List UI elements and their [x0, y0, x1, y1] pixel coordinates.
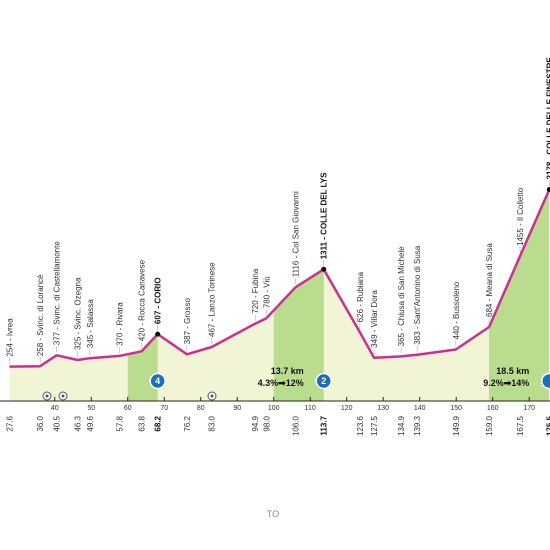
climb-badge: [315, 372, 332, 390]
km-label: 57.8: [116, 415, 125, 431]
point-label: 1116 - Col San Giovanni: [292, 191, 301, 277]
km-label: 139.3: [413, 415, 422, 436]
route-icon-dot: [45, 394, 49, 398]
route-icon-dot: [61, 394, 65, 398]
climb-area: [273, 269, 324, 401]
climb-badge: [149, 372, 166, 390]
km-label: 94.9: [251, 415, 260, 431]
km-label: 83.0: [208, 415, 217, 431]
point-label: 377 - Svinc. di Castellamonte: [53, 241, 62, 346]
point-label: 684 - Meana di Susa: [485, 243, 494, 317]
km-label: 46.3: [74, 415, 83, 431]
km-label: 167.5: [516, 415, 525, 436]
climb-gradient: 9.2%➡14%: [483, 378, 529, 388]
climb-badge: [541, 372, 550, 390]
km-label: 159.0: [485, 415, 494, 436]
km-label: 106.0: [292, 415, 301, 436]
x-tick-label: 70: [160, 405, 168, 412]
route-icon-dot: [210, 394, 214, 398]
km-label: 113.7: [320, 415, 329, 435]
point-label: 254 - Ivrea: [5, 318, 14, 357]
km-label: 123.6: [356, 415, 365, 436]
km-label: 36.0: [36, 415, 45, 431]
province-label: TO: [267, 509, 279, 519]
km-label: 68.2: [154, 415, 163, 431]
km-label: 76.2: [183, 415, 192, 431]
x-tick-label: 50: [87, 405, 95, 412]
km-label: 40.5: [53, 415, 62, 431]
point-label: 467 - Lanzo Torinese: [208, 262, 217, 337]
profile-line: [9, 188, 550, 368]
x-tick-label: 130: [377, 405, 389, 412]
km-label: 27.6: [5, 415, 14, 431]
km-label: 134.9: [397, 415, 406, 436]
climb-length: 18.5 km: [496, 366, 529, 376]
x-tick-label: 90: [233, 405, 241, 412]
km-label: 149.9: [452, 415, 461, 436]
badge-label: 4: [155, 376, 160, 386]
point-label: 258 - Svinc. di Lorancè: [36, 274, 45, 356]
point-label: 2178 - COLLE DELLE FINESTRE: [545, 57, 550, 180]
point-label: 780 - Viù: [262, 276, 271, 308]
point-label: 1311 - COLLE DEL LYS: [320, 172, 329, 259]
climb-gradient: 4.3%➡12%: [258, 378, 304, 388]
x-tick-label: 100: [268, 405, 280, 412]
badge-label: 2: [321, 376, 326, 386]
km-label: 63.8: [138, 415, 147, 431]
point-label: 383 - Sant'Antonino di Susa: [413, 245, 422, 344]
point-label: 720 - Fubina: [251, 268, 260, 313]
x-tick-label: 110: [305, 405, 316, 412]
point-label: 365 - Chiusa di San Michele: [397, 246, 406, 347]
x-tick-label: 170: [523, 405, 535, 412]
x-tick-label: 120: [341, 405, 353, 412]
summit-dot: [155, 331, 161, 337]
summit-dot: [321, 266, 327, 272]
point-label: 325 - Svinc. Ozegna: [74, 277, 83, 350]
x-tick-label: 60: [124, 405, 132, 412]
climb-area: [489, 189, 550, 401]
climb-length: 13.7 km: [271, 366, 304, 376]
x-tick-label: 80: [197, 405, 205, 412]
x-tick-label: 140: [414, 405, 426, 412]
point-label: 420 - Rocca Canavese: [138, 259, 147, 341]
x-tick-label: 150: [450, 405, 462, 412]
point-label: 626 - Rubiana: [356, 272, 365, 323]
point-label: 607 - CORIO: [154, 277, 163, 324]
point-label: 387 - Grosso: [183, 298, 192, 345]
point-label: 370 - Rivara: [116, 302, 125, 346]
km-label: 175.5: [545, 415, 550, 436]
summit-dot: [546, 186, 550, 192]
x-tick-label: 160: [487, 405, 499, 412]
km-label: 127.5: [370, 415, 379, 436]
x-tick-label: 40: [51, 405, 59, 412]
km-label: 49.6: [86, 415, 95, 431]
point-label: 349 - Villar Dora: [370, 290, 379, 348]
point-label: 440 - Bussoleno: [452, 281, 461, 339]
point-label: 345 - Salassa: [86, 299, 95, 348]
point-label: 1455 - Il Colletto: [516, 187, 525, 246]
km-label: 98.0: [262, 415, 271, 431]
